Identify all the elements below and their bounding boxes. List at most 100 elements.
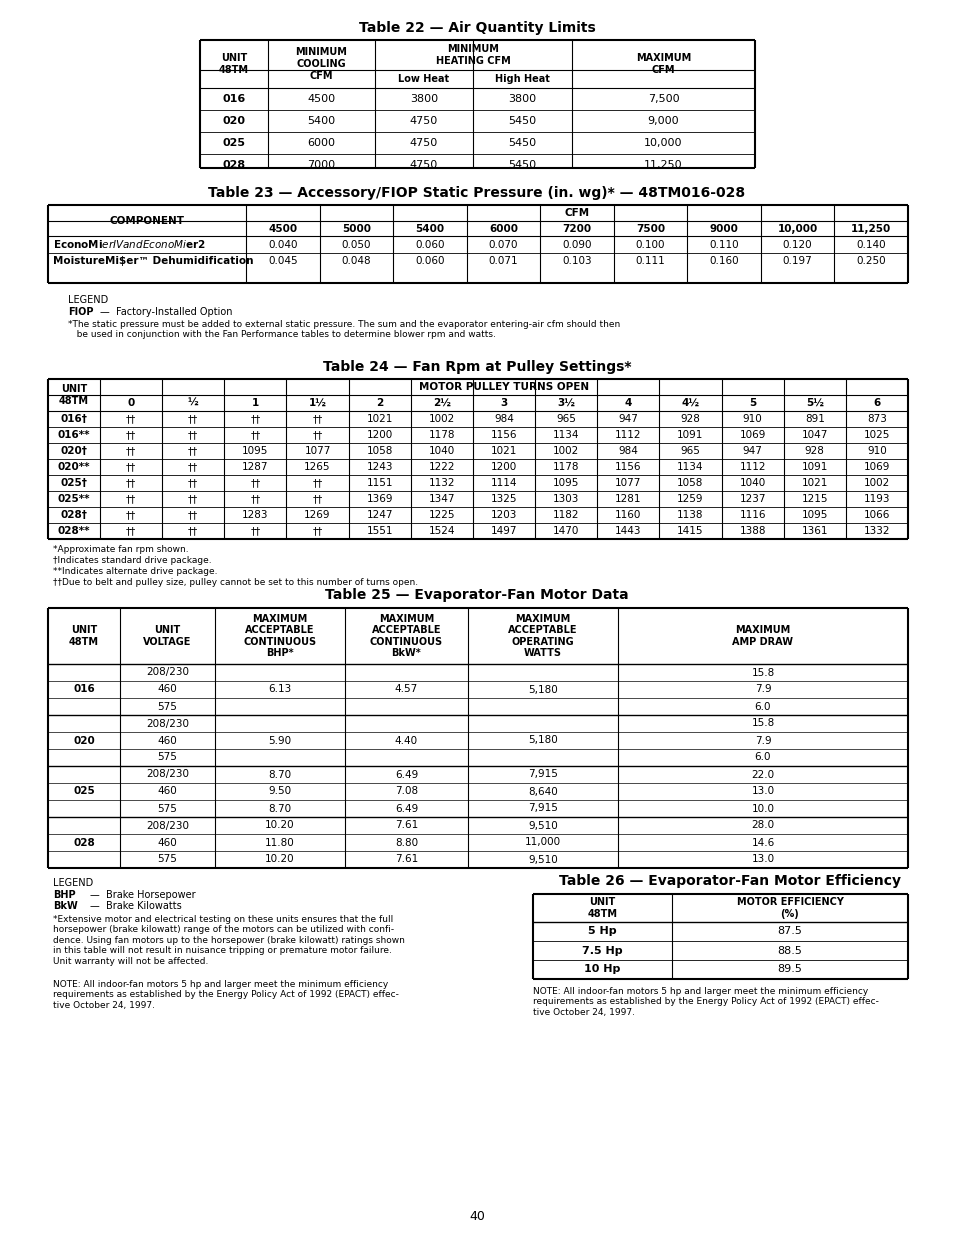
Text: ††: †† xyxy=(126,430,136,440)
Text: 0.110: 0.110 xyxy=(708,240,739,249)
Text: 1200: 1200 xyxy=(366,430,393,440)
Text: MINIMUM
HEATING CFM: MINIMUM HEATING CFM xyxy=(436,44,511,65)
Text: 1047: 1047 xyxy=(801,430,827,440)
Text: UNIT
48TM: UNIT 48TM xyxy=(587,897,617,919)
Text: 873: 873 xyxy=(866,414,886,424)
Text: MoistureMi$er™ Dehumidification: MoistureMi$er™ Dehumidification xyxy=(53,257,253,267)
Text: 460: 460 xyxy=(157,787,177,797)
Text: 1077: 1077 xyxy=(615,478,640,488)
Text: 028: 028 xyxy=(222,161,245,170)
Text: 6.13: 6.13 xyxy=(268,684,292,694)
Text: 1347: 1347 xyxy=(428,494,455,504)
Text: 1303: 1303 xyxy=(553,494,578,504)
Text: 016: 016 xyxy=(73,684,94,694)
Text: 6.49: 6.49 xyxy=(395,804,417,814)
Text: 1200: 1200 xyxy=(491,462,517,472)
Text: 5450: 5450 xyxy=(508,161,536,170)
Text: 1134: 1134 xyxy=(553,430,578,440)
Text: 0.060: 0.060 xyxy=(415,257,444,267)
Text: 3800: 3800 xyxy=(410,94,437,104)
Text: MAXIMUM
ACCEPTABLE
CONTINUOUS
BHP*: MAXIMUM ACCEPTABLE CONTINUOUS BHP* xyxy=(243,614,316,658)
Text: ††: †† xyxy=(188,414,198,424)
Text: 87.5: 87.5 xyxy=(777,926,801,936)
Text: 9000: 9000 xyxy=(709,224,738,233)
Text: 10.0: 10.0 xyxy=(751,804,774,814)
Text: BHP: BHP xyxy=(53,890,75,900)
Text: ††: †† xyxy=(250,478,260,488)
Text: 1281: 1281 xyxy=(615,494,640,504)
Text: 11.80: 11.80 xyxy=(265,837,294,847)
Text: 10.20: 10.20 xyxy=(265,855,294,864)
Text: LEGEND: LEGEND xyxy=(53,878,93,888)
Text: 947: 947 xyxy=(618,414,638,424)
Text: 020: 020 xyxy=(222,116,245,126)
Text: ††: †† xyxy=(126,478,136,488)
Text: 7.9: 7.9 xyxy=(754,736,771,746)
Text: ††: †† xyxy=(126,526,136,536)
Text: 4750: 4750 xyxy=(410,138,437,148)
Text: 1138: 1138 xyxy=(677,510,703,520)
Text: ††: †† xyxy=(188,446,198,456)
Text: ††: †† xyxy=(312,494,322,504)
Text: MAXIMUM
AMP DRAW: MAXIMUM AMP DRAW xyxy=(732,625,793,647)
Text: 1069: 1069 xyxy=(739,430,765,440)
Text: 22.0: 22.0 xyxy=(751,769,774,779)
Text: 1095: 1095 xyxy=(242,446,269,456)
Text: 9.50: 9.50 xyxy=(268,787,292,797)
Text: 910: 910 xyxy=(866,446,886,456)
Text: 7,915: 7,915 xyxy=(528,804,558,814)
Text: 1112: 1112 xyxy=(739,462,765,472)
Text: 1134: 1134 xyxy=(677,462,703,472)
Text: 2: 2 xyxy=(375,398,383,408)
Text: 15.8: 15.8 xyxy=(751,667,774,678)
Text: ††: †† xyxy=(312,414,322,424)
Text: 88.5: 88.5 xyxy=(777,946,801,956)
Text: NOTE: All indoor-fan motors 5 hp and larger meet the minimum efficiency
requirem: NOTE: All indoor-fan motors 5 hp and lar… xyxy=(533,987,878,1016)
Text: 0.050: 0.050 xyxy=(341,240,371,249)
Text: 1178: 1178 xyxy=(553,462,578,472)
Text: 7500: 7500 xyxy=(636,224,664,233)
Text: ††: †† xyxy=(126,462,136,472)
Text: *The static pressure must be added to external static pressure. The sum and the : *The static pressure must be added to ex… xyxy=(68,320,619,340)
Text: ††: †† xyxy=(250,494,260,504)
Text: 1215: 1215 xyxy=(801,494,827,504)
Text: MINIMUM
COOLING
CFM: MINIMUM COOLING CFM xyxy=(295,47,347,80)
Text: 1203: 1203 xyxy=(490,510,517,520)
Text: 5: 5 xyxy=(748,398,756,408)
Text: 1415: 1415 xyxy=(677,526,703,536)
Text: 0.045: 0.045 xyxy=(268,257,297,267)
Text: 1178: 1178 xyxy=(428,430,455,440)
Text: 1040: 1040 xyxy=(428,446,455,456)
Text: ††: †† xyxy=(126,446,136,456)
Text: 1283: 1283 xyxy=(242,510,269,520)
Text: 7.61: 7.61 xyxy=(395,855,417,864)
Text: 4: 4 xyxy=(624,398,631,408)
Text: 0.160: 0.160 xyxy=(708,257,739,267)
Text: 575: 575 xyxy=(157,804,177,814)
Text: 1225: 1225 xyxy=(428,510,455,520)
Text: 5450: 5450 xyxy=(508,116,536,126)
Text: 7,915: 7,915 xyxy=(528,769,558,779)
Text: Low Heat: Low Heat xyxy=(398,74,449,84)
Text: Table 24 — Fan Rpm at Pulley Settings*: Table 24 — Fan Rpm at Pulley Settings* xyxy=(322,359,631,374)
Text: 3800: 3800 xyxy=(508,94,536,104)
Text: 7200: 7200 xyxy=(562,224,591,233)
Text: 1497: 1497 xyxy=(490,526,517,536)
Text: 7.08: 7.08 xyxy=(395,787,417,797)
Text: 020**: 020** xyxy=(58,462,91,472)
Text: 4.40: 4.40 xyxy=(395,736,417,746)
Text: 5400: 5400 xyxy=(415,224,444,233)
Text: 1058: 1058 xyxy=(677,478,703,488)
Text: MAXIMUM
CFM: MAXIMUM CFM xyxy=(636,53,690,75)
Text: 965: 965 xyxy=(556,414,576,424)
Text: 1247: 1247 xyxy=(366,510,393,520)
Text: ††: †† xyxy=(250,430,260,440)
Text: ½: ½ xyxy=(188,398,198,408)
Text: 028†: 028† xyxy=(60,510,88,520)
Text: 1021: 1021 xyxy=(801,478,827,488)
Text: 10.20: 10.20 xyxy=(265,820,294,830)
Text: 11,000: 11,000 xyxy=(524,837,560,847)
Text: NOTE: All indoor-fan motors 5 hp and larger meet the minimum efficiency
requirem: NOTE: All indoor-fan motors 5 hp and lar… xyxy=(53,981,398,1010)
Text: 1443: 1443 xyxy=(615,526,640,536)
Text: 7,500: 7,500 xyxy=(647,94,679,104)
